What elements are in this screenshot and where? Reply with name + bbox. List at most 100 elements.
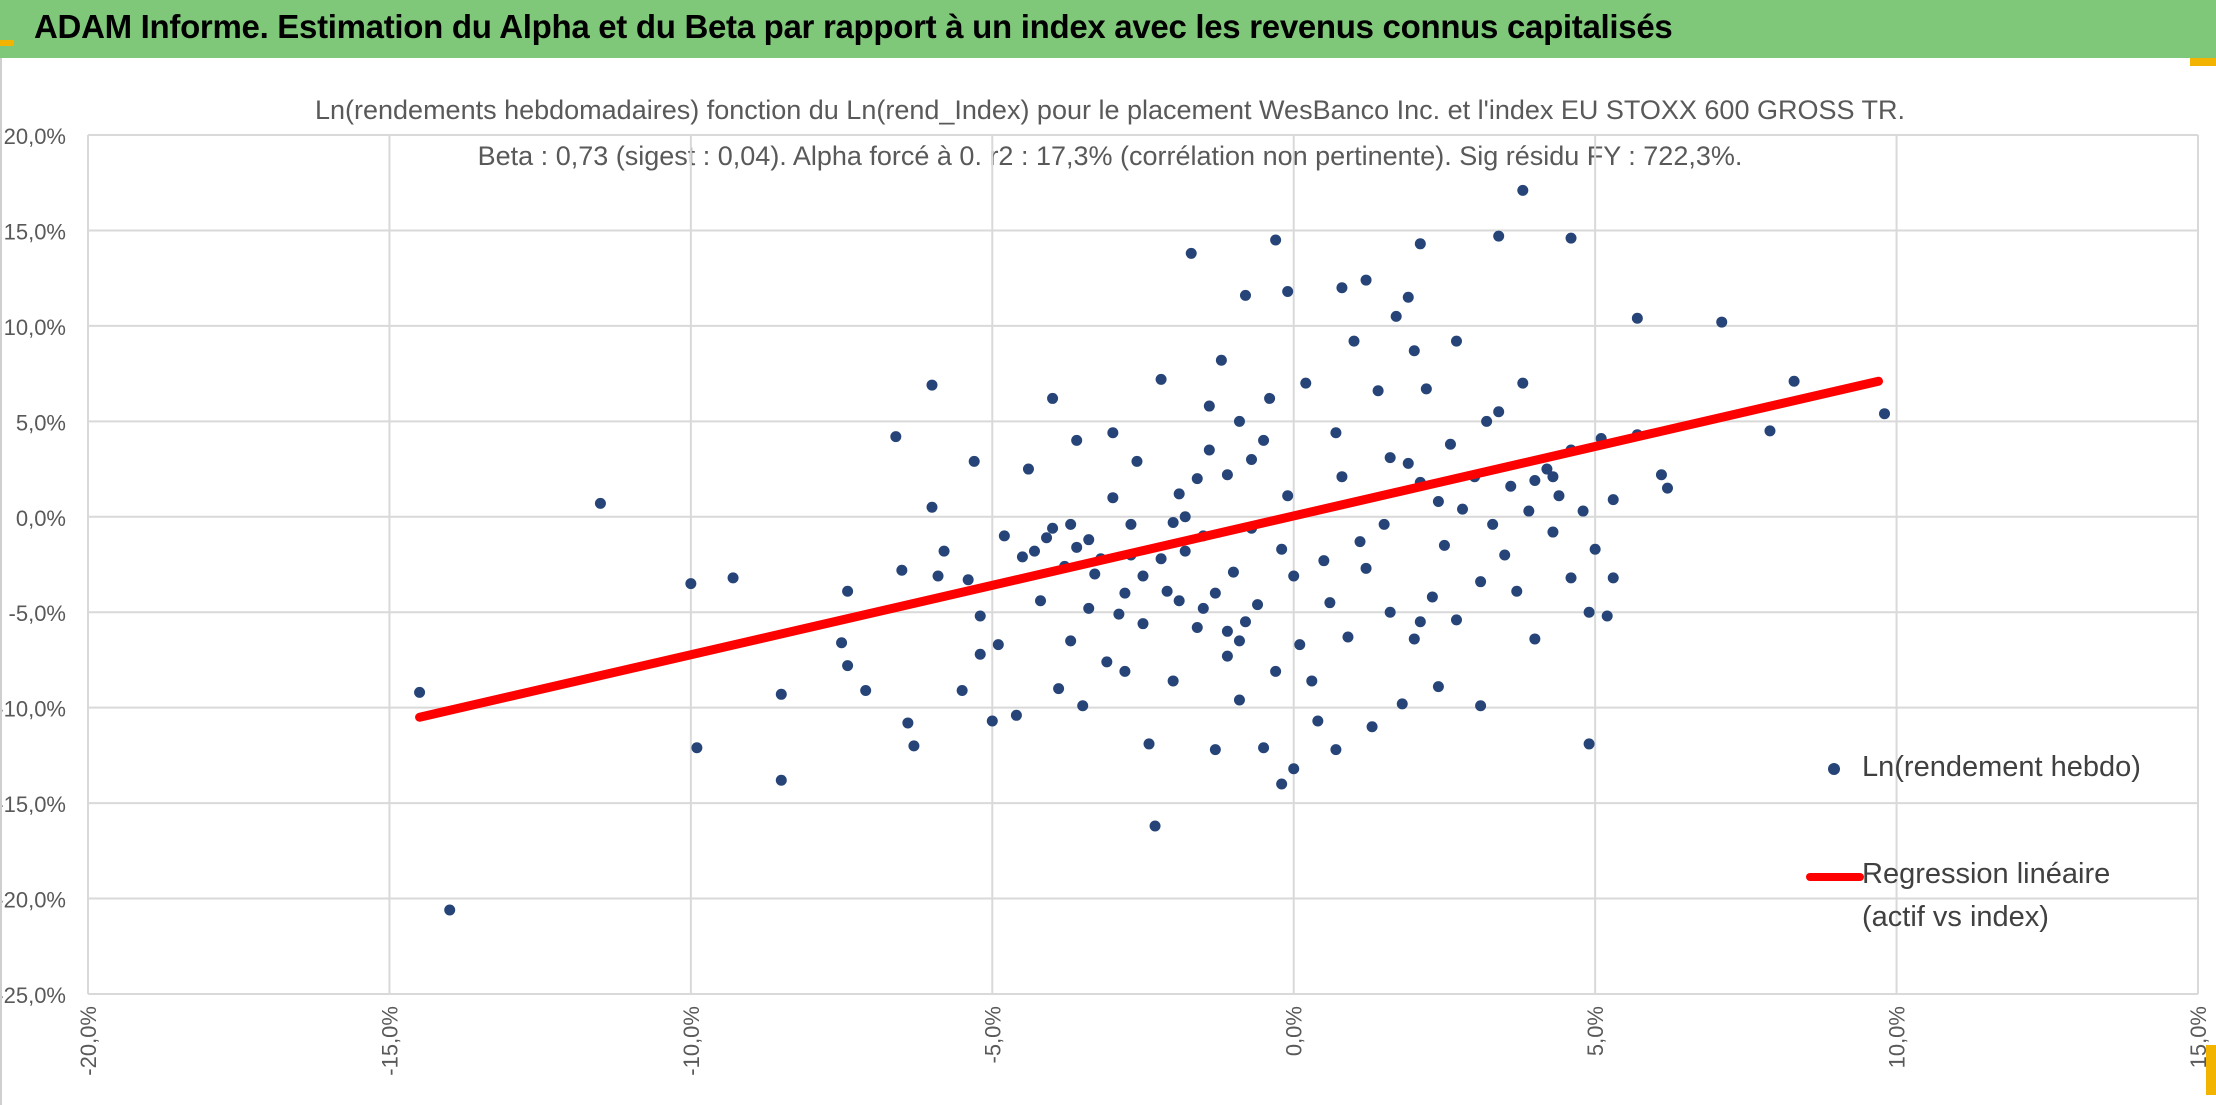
- data-point: [1384, 452, 1396, 464]
- data-point: [1203, 444, 1215, 456]
- corner-marker-bottom-right: [2206, 1045, 2216, 1095]
- data-point: [1408, 345, 1420, 357]
- data-point: [1197, 602, 1209, 614]
- data-point: [1016, 551, 1028, 563]
- header-bar: ADAM Informe. Estimation du Alpha et du …: [0, 0, 2216, 58]
- data-point: [1788, 375, 1800, 387]
- data-point: [908, 740, 920, 752]
- data-point: [1246, 454, 1258, 466]
- data-point: [1354, 536, 1366, 548]
- data-point: [932, 570, 944, 582]
- x-axis-labels: -20,0% -15,0% -10,0% -5,0% 0,0% 5,0% 10,0% 15,0…: [76, 1006, 2211, 1076]
- data-point: [1493, 406, 1505, 418]
- data-point: [1065, 518, 1077, 530]
- data-point: [1523, 505, 1535, 517]
- data-point: [1583, 738, 1595, 750]
- data-point: [1149, 820, 1161, 832]
- data-point: [1282, 286, 1294, 298]
- data-point: [1022, 463, 1034, 475]
- y-tick-label: 15,0%: [4, 219, 66, 244]
- data-point: [775, 774, 787, 786]
- y-tick-label: 10,0%: [4, 315, 66, 340]
- regression-line-group: [415, 376, 1883, 722]
- data-point: [1450, 335, 1462, 347]
- data-point: [1161, 585, 1173, 597]
- data-point: [896, 564, 908, 576]
- data-point: [1089, 568, 1101, 580]
- data-point: [444, 904, 456, 916]
- data-point: [1348, 335, 1360, 347]
- legend-marker-points: [1828, 763, 1840, 775]
- data-point: [1420, 383, 1432, 395]
- data-point: [1083, 534, 1095, 546]
- chart-title-line-2: Beta : 0,73 (sigest : 0,04). Alpha forcé…: [477, 141, 1743, 171]
- y-tick-label: -10,0%: [2, 697, 66, 722]
- data-point: [1300, 377, 1312, 389]
- data-point: [1107, 492, 1119, 504]
- data-point: [860, 684, 872, 696]
- data-point: [1035, 595, 1047, 607]
- data-points: [414, 184, 1891, 916]
- data-point: [842, 585, 854, 597]
- chart-title-line-1: Ln(rendements hebdomadaires) fonction du…: [314, 95, 1905, 125]
- legend-label-points: Ln(rendement hebdo): [1862, 751, 2141, 783]
- data-point: [1306, 675, 1318, 687]
- data-point: [1879, 408, 1891, 420]
- data-point: [1276, 543, 1288, 555]
- data-point: [1071, 541, 1083, 553]
- data-point: [727, 572, 739, 584]
- corner-marker-top-right: [2190, 58, 2216, 66]
- data-point: [1288, 570, 1300, 582]
- x-tick-label: 5,0%: [1583, 1006, 1608, 1056]
- data-point: [1336, 471, 1348, 483]
- legend-label-regression: Regression linéaire: [1862, 858, 2111, 890]
- data-point: [1583, 606, 1595, 618]
- data-point: [1155, 373, 1167, 385]
- data-point: [1324, 597, 1336, 609]
- data-point: [968, 455, 980, 467]
- data-point: [1167, 517, 1179, 529]
- data-point: [1372, 385, 1384, 397]
- data-point: [1360, 274, 1372, 286]
- x-tick-label: 10,0%: [1885, 1006, 1910, 1068]
- data-point: [1227, 566, 1239, 578]
- data-point: [1553, 490, 1565, 502]
- data-point: [1517, 377, 1529, 389]
- data-point: [1137, 570, 1149, 582]
- data-point: [1167, 675, 1179, 687]
- data-point: [1258, 742, 1270, 754]
- data-point: [1432, 496, 1444, 508]
- data-point: [926, 501, 938, 513]
- data-point: [1565, 232, 1577, 244]
- data-point: [962, 574, 974, 586]
- data-point: [1185, 247, 1197, 259]
- data-point: [1264, 392, 1276, 404]
- data-point: [1258, 434, 1270, 446]
- data-point: [1155, 553, 1167, 565]
- data-point: [1607, 494, 1619, 506]
- data-point: [1390, 310, 1402, 322]
- data-point: [1493, 230, 1505, 242]
- data-point: [1505, 480, 1517, 492]
- data-point: [1270, 665, 1282, 677]
- page-title: ADAM Informe. Estimation du Alpha et du …: [34, 8, 1673, 45]
- data-point: [1396, 698, 1408, 710]
- data-point: [1221, 469, 1233, 481]
- data-point: [992, 639, 1004, 651]
- data-point: [1481, 415, 1493, 427]
- y-tick-label: 20,0%: [4, 124, 66, 149]
- grid-lines: [87, 134, 2199, 995]
- data-point: [1384, 606, 1396, 618]
- data-point: [1487, 518, 1499, 530]
- data-point: [1402, 457, 1414, 469]
- data-point: [1252, 599, 1264, 611]
- data-point: [685, 578, 697, 590]
- data-point: [1438, 539, 1450, 551]
- data-point: [1107, 427, 1119, 439]
- data-point: [1239, 289, 1251, 301]
- data-point: [1631, 312, 1643, 324]
- data-point: [1221, 625, 1233, 637]
- data-point: [1233, 415, 1245, 427]
- data-point: [1119, 587, 1131, 599]
- data-point: [1179, 545, 1191, 557]
